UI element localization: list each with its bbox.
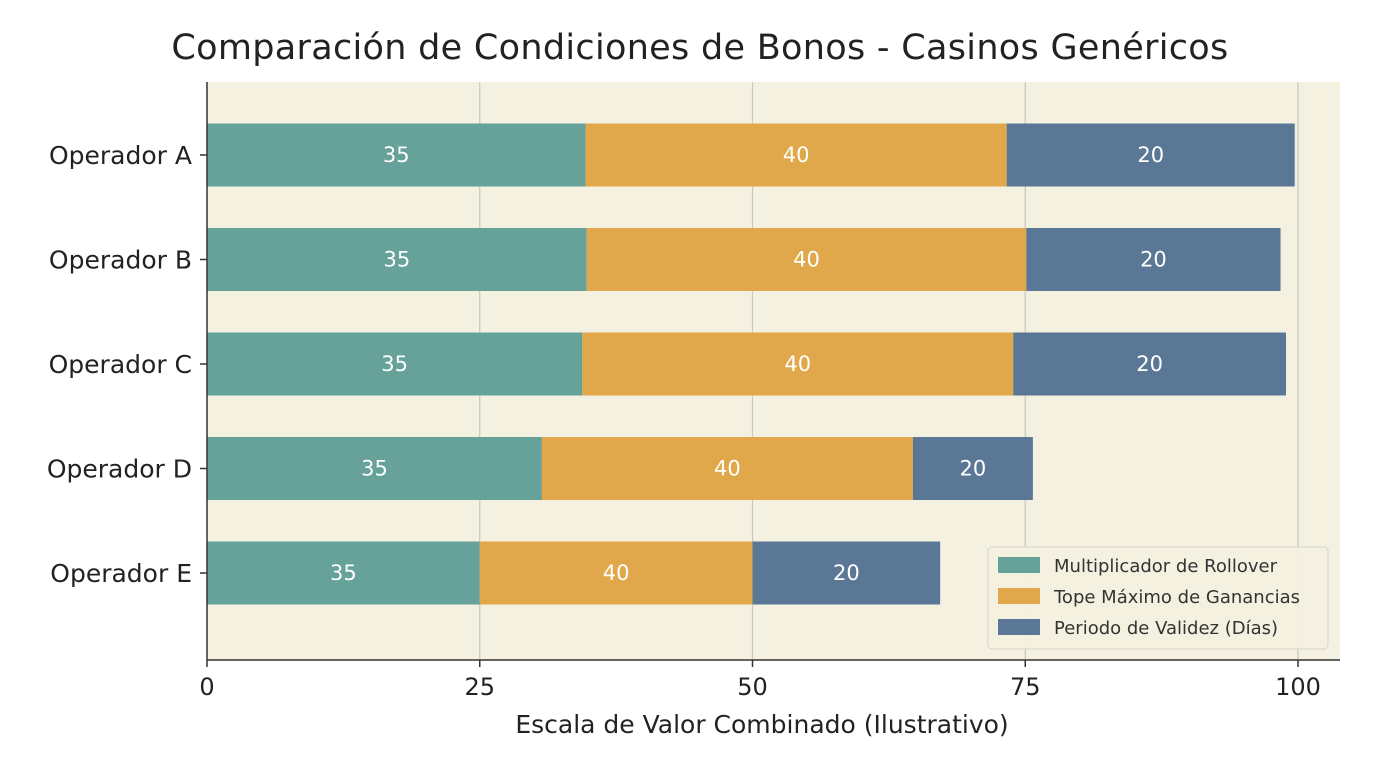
legend-swatch-3 bbox=[998, 619, 1040, 635]
x-tick-label-4: 75 bbox=[1010, 673, 1041, 701]
data-label-2-1: 35 bbox=[383, 248, 410, 272]
x-axis-title: Escala de Valor Combinado (Ilustrativo) bbox=[515, 710, 1008, 739]
category-label-1: Operador A bbox=[49, 141, 192, 170]
bar-segment-4-1 bbox=[207, 437, 542, 500]
data-label-3-2: 40 bbox=[784, 352, 811, 376]
bar-segment-3-1 bbox=[207, 332, 583, 396]
bar-segment-5-2 bbox=[479, 541, 753, 605]
data-label-5-2: 40 bbox=[603, 561, 630, 585]
data-label-4-2: 40 bbox=[714, 457, 741, 481]
x-tick-label-2: 25 bbox=[464, 673, 495, 701]
data-label-3-3: 20 bbox=[1136, 352, 1163, 376]
data-label-2-3: 20 bbox=[1140, 248, 1167, 272]
legend-label-3: Periodo de Validez (Días) bbox=[1054, 618, 1278, 639]
legend-box bbox=[987, 546, 1329, 650]
data-label-2-2: 40 bbox=[793, 248, 820, 272]
bar-segment-1-1 bbox=[207, 123, 586, 187]
category-label-2: Operador B bbox=[49, 246, 192, 275]
data-label-1-1: 35 bbox=[383, 143, 410, 167]
x-tick-label-5: 100 bbox=[1275, 673, 1321, 701]
category-label-3: Operador C bbox=[49, 350, 192, 379]
bar-segment-2-2 bbox=[586, 228, 1027, 291]
bar-segment-3-2 bbox=[582, 332, 1014, 396]
bar-segment-3-3 bbox=[1013, 332, 1286, 396]
data-label-4-3: 20 bbox=[960, 457, 987, 481]
legend-label-2: Tope Máximo de Ganancias bbox=[1053, 587, 1300, 608]
x-tick-label-1: 0 bbox=[199, 673, 214, 701]
bar-segment-2-1 bbox=[207, 228, 587, 291]
bar-segment-4-2 bbox=[541, 437, 913, 500]
data-label-4-1: 35 bbox=[361, 457, 388, 481]
data-label-1-2: 40 bbox=[783, 143, 810, 167]
legend-label-1: Multiplicador de Rollover bbox=[1054, 556, 1278, 577]
bar-segment-2-3 bbox=[1026, 228, 1281, 291]
bar-segment-1-2 bbox=[585, 123, 1007, 187]
data-label-1-3: 20 bbox=[1137, 143, 1164, 167]
data-label-5-3: 20 bbox=[833, 561, 860, 585]
bar-segment-5-1 bbox=[207, 541, 480, 605]
legend-swatch-1 bbox=[998, 557, 1040, 573]
category-label-4: Operador D bbox=[47, 455, 192, 484]
bar-segment-4-3 bbox=[912, 437, 1033, 500]
data-label-5-1: 35 bbox=[330, 561, 357, 585]
bar-segment-1-3 bbox=[1006, 123, 1295, 187]
category-label-5: Operador E bbox=[50, 559, 192, 588]
legend-swatch-2 bbox=[998, 588, 1040, 604]
bar-segment-5-3 bbox=[752, 541, 941, 605]
chart-title: Comparación de Condiciones de Bonos - Ca… bbox=[171, 28, 1229, 68]
x-tick-label-3: 50 bbox=[737, 673, 768, 701]
data-label-3-1: 35 bbox=[381, 352, 408, 376]
